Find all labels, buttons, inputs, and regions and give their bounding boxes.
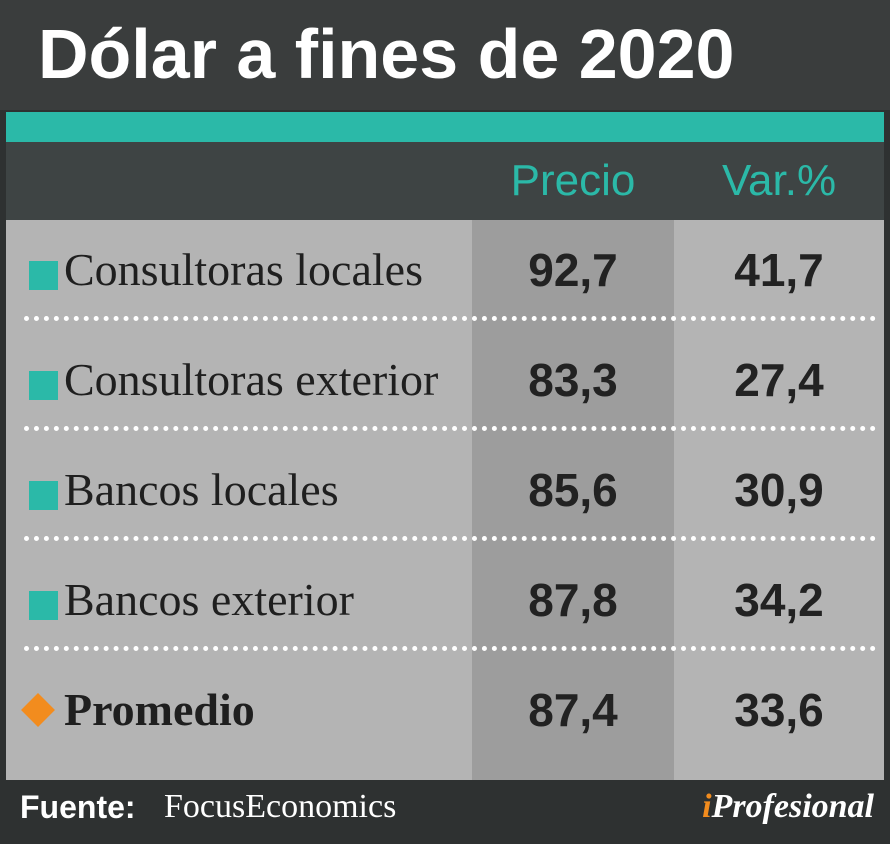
square-bullet-icon: [29, 591, 58, 620]
column-header-var: Var.%: [721, 156, 837, 205]
square-bullet-icon: [29, 481, 58, 510]
precio-value: 87,8: [528, 574, 618, 626]
table-row: Consultoras locales 92,7 41,7: [6, 220, 884, 330]
square-bullet-icon: [29, 371, 58, 400]
var-value: 34,2: [734, 574, 824, 626]
var-value: 27,4: [734, 354, 824, 406]
precio-value: 85,6: [528, 464, 618, 516]
title-bar: Dólar a fines de 2020: [0, 0, 890, 110]
row-label: Consultoras locales: [64, 244, 423, 295]
source-value: FocusEconomics: [164, 788, 397, 825]
row-label: Bancos locales: [64, 464, 339, 515]
var-value: 30,9: [734, 464, 824, 516]
row-label: Promedio: [64, 684, 255, 735]
column-header-precio: Precio: [510, 156, 636, 205]
table-header: Precio Var.%: [6, 142, 884, 220]
table-row: Bancos locales 85,6 30,9: [6, 440, 884, 550]
footer: Fuente: FocusEconomics iProfesional: [6, 780, 884, 838]
var-value: 41,7: [734, 244, 824, 296]
table-row: Bancos exterior 87,8 34,2: [6, 550, 884, 660]
precio-value: 87,4: [528, 684, 618, 736]
table-row: Consultoras exterior 83,3 27,4: [6, 330, 884, 440]
row-divider: [24, 316, 876, 321]
square-bullet-icon: [29, 261, 58, 290]
diamond-bullet-icon: [21, 693, 55, 727]
row-divider: [24, 536, 876, 541]
row-divider: [24, 646, 876, 651]
table-body: Consultoras locales 92,7 41,7 Consultoras e…: [6, 220, 884, 780]
row-label: Consultoras exterior: [64, 354, 439, 405]
brand-logo-i: i: [702, 788, 712, 825]
brand-logo-text: Profesional: [711, 788, 874, 825]
precio-value: 83,3: [528, 354, 618, 406]
row-label: Bancos exterior: [64, 574, 354, 625]
page-title: Dólar a fines de 2020: [38, 15, 735, 93]
brand-logo: iProfesional: [702, 780, 874, 834]
precio-value: 92,7: [528, 244, 618, 296]
source-label: Fuente:: [20, 789, 136, 825]
table-row: Promedio 87,4 33,6: [6, 660, 884, 770]
row-divider: [24, 426, 876, 431]
var-value: 33,6: [734, 684, 824, 736]
accent-stripe: [6, 112, 884, 142]
precio-column-shade: [472, 220, 674, 780]
